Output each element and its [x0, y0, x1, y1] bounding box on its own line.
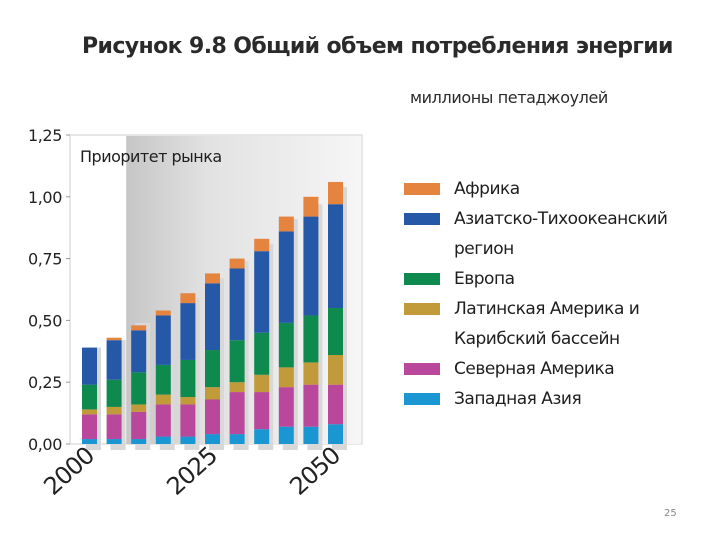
legend-label: Северная Америка	[454, 359, 615, 379]
legend-label: Африка	[454, 179, 520, 199]
bar-segment	[254, 429, 270, 444]
bar-segment	[106, 337, 122, 341]
page-number: 25	[664, 508, 677, 519]
bar-segment	[106, 379, 122, 407]
legend-item: Западная Азия	[402, 384, 702, 414]
bar-segment	[254, 251, 270, 333]
annotation-label: Приоритет рынка	[80, 147, 222, 166]
legend-label: Европа	[454, 269, 515, 289]
bar-segment	[82, 384, 97, 410]
bar-segment	[205, 434, 220, 444]
bar-segment	[180, 404, 196, 437]
bar-segment	[205, 399, 220, 435]
bar-segment	[328, 384, 343, 425]
bar-segment	[328, 355, 343, 385]
bar-segment	[229, 382, 245, 393]
legend-swatch	[404, 393, 440, 405]
y-tick-label: 0,50	[28, 311, 62, 330]
bar-segment	[131, 372, 147, 405]
bar-segment	[82, 409, 97, 415]
legend-label: Латинская Америка и Карибский бассейн	[454, 299, 640, 349]
bar-segment	[229, 340, 245, 383]
bar-segment	[254, 374, 270, 393]
legend-swatch	[404, 303, 440, 315]
bar-segment	[229, 258, 245, 269]
x-tick-label: 2050	[284, 442, 345, 501]
bar-segment	[155, 404, 171, 437]
bar-segment	[328, 424, 343, 444]
bar-segment	[180, 436, 196, 444]
bar-segment	[205, 350, 220, 388]
legend-item: Азиатско-Тихоокеанский регион	[402, 204, 702, 264]
chart-legend: Африка Азиатско-Тихоокеанский регион Европ…	[402, 174, 702, 414]
bar-segment	[328, 181, 343, 205]
bar-segment	[180, 303, 196, 360]
bar-segment	[229, 434, 245, 444]
bar-segment	[106, 439, 122, 444]
y-tick-label: 1,00	[28, 188, 62, 207]
bar-segment	[205, 387, 220, 400]
bar-segment	[278, 216, 294, 232]
chart-title: Рисунок 9.8 Общий объем потребления энер…	[82, 34, 673, 59]
bar-segment	[328, 308, 343, 356]
bar-segment	[82, 414, 97, 440]
bar-segment	[278, 387, 294, 427]
bar-segment	[131, 330, 147, 373]
legend-swatch	[404, 213, 440, 225]
y-tick-label: 0,25	[28, 373, 62, 392]
bar-segment	[278, 231, 294, 323]
bar-segment	[254, 392, 270, 430]
legend-swatch	[404, 273, 440, 285]
bar-segment	[278, 367, 294, 388]
bar-segment	[229, 392, 245, 435]
bar-segment	[254, 238, 270, 252]
bar-segment	[106, 406, 122, 415]
bar-segment	[82, 347, 97, 385]
legend-label: Азиатско-Тихоокеанский регион	[454, 209, 668, 259]
bar-segment	[155, 394, 171, 405]
bar-segment	[155, 315, 171, 365]
bar-segment	[229, 268, 245, 341]
bar-segment	[180, 359, 196, 398]
legend-swatch	[404, 363, 440, 375]
y-tick-label: 0,00	[28, 435, 62, 454]
bar-segment	[131, 411, 147, 440]
legend-item: Африка	[402, 174, 702, 204]
y-tick-label: 1,25	[28, 126, 62, 145]
legend-item: Европа	[402, 264, 702, 294]
bar-segment	[303, 216, 319, 316]
bar-segment	[131, 439, 147, 444]
bar-segment	[303, 426, 319, 444]
x-tick-label: 2025	[161, 442, 222, 501]
bar-segment	[106, 414, 122, 440]
units-label: миллионы петаджоулей	[410, 88, 608, 107]
bar-segment	[328, 204, 343, 309]
bar-segment	[278, 322, 294, 368]
bar-segment	[303, 315, 319, 363]
bar-segment	[180, 293, 196, 304]
bar-segment	[205, 273, 220, 284]
legend-item: Латинская Америка и Карибский бассейн	[402, 294, 702, 354]
bar-segment	[278, 426, 294, 444]
bar-segment	[303, 384, 319, 427]
legend-swatch	[404, 183, 440, 195]
legend-item: Северная Америка	[402, 354, 702, 384]
bar-segment	[180, 397, 196, 405]
bar-segment	[155, 364, 171, 395]
bar-segment	[254, 332, 270, 375]
bar-segment	[303, 362, 319, 385]
legend-label: Западная Азия	[454, 389, 582, 409]
bar-segment	[155, 310, 171, 316]
bar-segment	[155, 436, 171, 444]
bar-segment	[131, 325, 147, 331]
bar-segment	[205, 283, 220, 351]
bar-segment	[106, 340, 122, 380]
bar-segment	[303, 196, 319, 217]
bar-segment	[131, 404, 147, 412]
y-tick-label: 0,75	[28, 250, 62, 269]
bar-segment	[82, 439, 97, 444]
